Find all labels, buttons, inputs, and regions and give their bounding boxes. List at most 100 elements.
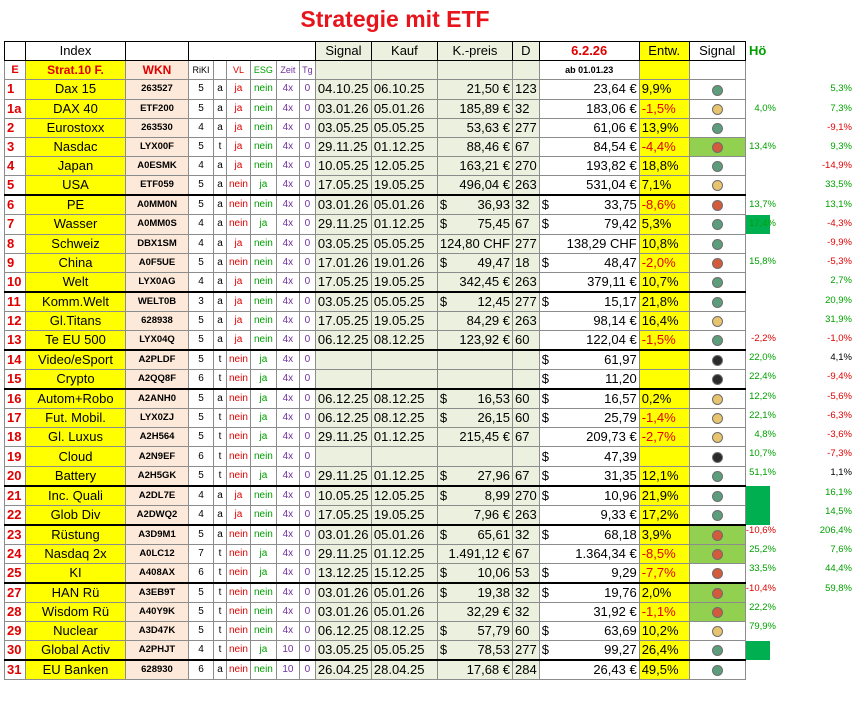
tg-value: 0 <box>298 290 316 312</box>
etf-strategy-table: Index Signal Kauf K.-preis D 6.2.26 Entw… <box>4 40 771 681</box>
wkn-code: A2N9EF <box>125 446 189 467</box>
side-value-c2: -5,6% <box>827 390 852 402</box>
risk-class: 5 <box>188 194 214 216</box>
zeit-value: 4x <box>275 465 300 487</box>
performance: 0,2% <box>638 388 690 410</box>
side-value-c2: 7,3% <box>830 102 852 114</box>
signal-date <box>314 446 372 467</box>
current-price: 84,54 € <box>538 136 640 158</box>
row-number: 28 <box>4 601 26 623</box>
header-blank-kpreis <box>436 60 514 81</box>
current-price: $63,69 <box>538 620 640 642</box>
zeit-value: 4x <box>275 252 300 273</box>
ho-marker <box>745 640 771 661</box>
side-value-c1: 25,2% <box>749 544 776 556</box>
current-currency-symbol: $ <box>541 467 549 483</box>
signal-date: 29.11.25 <box>314 136 372 158</box>
row-number: 19 <box>4 446 26 467</box>
table-row: 6 PE A0MM0N 5 a nein nein 4x 0 03.01.26 05.01.26 $3… <box>4 194 771 216</box>
signal-date: 29.11.25 <box>314 214 372 235</box>
purchase-currency-symbol: $ <box>439 197 448 213</box>
etf-name: Eurostoxx <box>25 117 126 138</box>
vl-flag: ja <box>226 136 251 158</box>
table-row: 1a DAX 40 ETF200 5 a ja nein 4x 0 03.01.26 05.01.2… <box>4 98 771 119</box>
current-price: $10,96 <box>538 484 640 506</box>
signal-date: 10.05.25 <box>314 156 372 177</box>
esg-flag: nein <box>249 136 277 158</box>
signal-green-icon <box>711 490 723 502</box>
etf-name: Autom+Robo <box>25 388 126 410</box>
tg-value: 0 <box>298 659 316 681</box>
wkn-code: A40Y9K <box>125 601 189 623</box>
kauf-date: 01.12.25 <box>370 465 438 487</box>
esg-flag: ja <box>249 427 277 448</box>
current-price-value: 379,11 € <box>587 273 637 289</box>
purchase-price: 124,80 CHF <box>436 233 514 254</box>
signal-date: 03.05.25 <box>314 290 372 312</box>
tg-value: 0 <box>298 581 316 603</box>
wkn-code: WELT0B <box>125 290 189 312</box>
table-row: 8 Schweiz DBX1SM 4 a ja nein 4x 0 03.05.25 05.05.2… <box>4 233 771 254</box>
current-price-value: 19,76 <box>604 584 637 600</box>
signal-yellow-icon <box>711 432 723 444</box>
table-row: 24 Nasdaq 2x A0LC12 7 t nein ja 4x 0 29.11.25 01.1… <box>4 543 771 564</box>
purchase-price-value: 17,68 € <box>466 662 510 678</box>
performance: -7,7% <box>638 562 690 584</box>
zeit-value: 4x <box>275 427 300 448</box>
risk-class: 5 <box>188 310 214 332</box>
kauf-date: 06.10.25 <box>370 79 438 100</box>
purchase-price-value: 8,99 <box>484 487 510 503</box>
row-number: 30 <box>4 640 26 661</box>
purchase-currency-symbol: $ <box>439 410 448 426</box>
table-row: 22 Glob Div A2DWQ2 4 a ja nein 4x 0 17.05.25 19.05… <box>4 504 771 526</box>
etf-name: Inc. Quali <box>25 484 126 506</box>
signal-date: 06.12.25 <box>314 330 372 351</box>
purchase-currency-symbol: $ <box>439 467 448 483</box>
table-row: 7 Wasser A0MM0S 4 a nein ja 4x 0 29.11.25 01.12.25… <box>4 214 771 235</box>
current-currency-symbol: $ <box>541 254 549 270</box>
purchase-price-value: 163,21 € <box>459 158 510 174</box>
esg-flag: nein <box>249 194 277 216</box>
side-value-c1: -10,6% <box>745 525 776 536</box>
kauf-date: 05.01.26 <box>370 98 438 119</box>
etf-name: Fut. Mobil. <box>25 408 126 429</box>
tg-value: 0 <box>298 98 316 119</box>
performance: -1,4% <box>638 408 690 429</box>
tg-value: 0 <box>298 427 316 448</box>
zeit-value: 4x <box>275 156 300 177</box>
vl-flag: nein <box>226 194 251 216</box>
tg-value: 0 <box>298 310 316 332</box>
signal-cell <box>688 446 746 467</box>
zeit-value: 4x <box>275 290 300 312</box>
type-flag: a <box>213 117 227 138</box>
signal-date: 17.01.26 <box>314 252 372 273</box>
type-flag: a <box>213 310 227 332</box>
etf-name: Nuclear <box>25 620 126 642</box>
purchase-price: 342,45 € <box>436 271 514 293</box>
days-held <box>512 369 540 390</box>
signal-cell <box>688 175 746 196</box>
type-flag: a <box>213 194 227 216</box>
signal-red-icon <box>711 587 723 599</box>
current-currency-symbol: $ <box>541 352 549 368</box>
risk-class: 5 <box>188 581 214 603</box>
risk-class: 6 <box>188 659 214 681</box>
type-flag: a <box>213 388 227 410</box>
header-riki: RiKI <box>188 60 214 81</box>
days-held: 32 <box>512 581 540 603</box>
table-row: 13 Te EU 500 LYX04Q 5 a ja nein 4x 0 06.12.25 08.1… <box>4 330 771 351</box>
current-price-value: 26,43 € <box>593 662 637 678</box>
performance <box>638 369 690 390</box>
row-number: 24 <box>4 543 26 564</box>
risk-class: 4 <box>188 640 214 661</box>
purchase-currency-symbol: $ <box>439 564 448 580</box>
current-price-value: 25,79 <box>604 410 637 426</box>
esg-flag: nein <box>249 310 277 332</box>
days-held: 263 <box>512 310 540 332</box>
wkn-code: A2PLDF <box>125 349 189 371</box>
header-ho: Hö <box>749 43 767 59</box>
esg-flag: nein <box>249 620 277 642</box>
wkn-code: A0ESMK <box>125 156 189 177</box>
signal-cell <box>688 601 746 623</box>
current-price-value: 11,20 <box>605 371 637 387</box>
